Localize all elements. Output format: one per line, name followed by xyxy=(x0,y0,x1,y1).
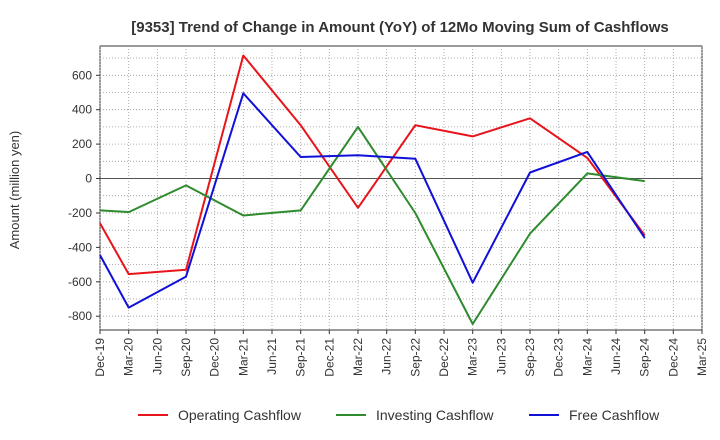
legend: Operating Cashflow Investing Cashflow Free… xyxy=(138,407,660,423)
legend-label: Operating Cashflow xyxy=(178,407,302,423)
x-tick-label: Mar-23 xyxy=(466,338,480,376)
x-tick-label: Jun-22 xyxy=(380,338,394,375)
y-tick-label: -600 xyxy=(68,275,92,289)
x-tick-label: Mar-22 xyxy=(351,338,365,376)
x-tick-label: Jun-24 xyxy=(609,338,623,375)
y-tick-label: -200 xyxy=(68,206,92,220)
grid-vertical xyxy=(99,46,703,330)
x-tick-label: Sep-23 xyxy=(523,338,537,377)
y-tick-label: 0 xyxy=(85,172,92,186)
series-line-operating-cashflow xyxy=(99,54,646,276)
series-group xyxy=(99,54,646,325)
x-tick-label: Jun-21 xyxy=(265,338,279,375)
x-tick-label: Sep-22 xyxy=(408,338,422,377)
x-tick-label: Sep-21 xyxy=(294,338,308,377)
plot-area xyxy=(99,45,703,331)
x-tick-labels: Dec-19 Mar-20 Jun-20 Sep-20 Dec-20 Mar-21 Jun-… xyxy=(93,330,709,377)
x-tick-label: Dec-24 xyxy=(666,338,680,377)
y-tick-label: 200 xyxy=(72,137,92,151)
x-tick-label: Mar-21 xyxy=(236,338,250,376)
x-tick-label: Mar-25 xyxy=(695,338,709,376)
x-tick-label: Dec-21 xyxy=(322,338,336,377)
x-tick-label: Dec-22 xyxy=(437,338,451,377)
y-tick-label: 400 xyxy=(72,103,92,117)
x-tick-label: Jun-20 xyxy=(150,338,164,375)
x-tick-label: Dec-23 xyxy=(552,338,566,377)
y-axis-label: Amount (million yen) xyxy=(7,131,22,250)
y-tick-label: -800 xyxy=(68,309,92,323)
series-line-investing-cashflow xyxy=(99,125,645,325)
chart-title: [9353] Trend of Change in Amount (YoY) o… xyxy=(131,19,669,36)
x-tick-label: Dec-19 xyxy=(93,338,107,377)
y-tick-label: 600 xyxy=(72,68,92,82)
x-tick-label: Mar-20 xyxy=(122,338,136,376)
x-tick-label: Dec-20 xyxy=(208,338,222,377)
x-tick-label: Sep-20 xyxy=(179,338,193,377)
series-line-free-cashflow xyxy=(99,92,646,309)
y-tick-labels: -800 -600 -400 -200 0 200 400 600 xyxy=(68,68,100,323)
x-tick-label: Jun-23 xyxy=(494,338,508,375)
legend-label: Free Cashflow xyxy=(569,407,660,423)
x-tick-label: Mar-24 xyxy=(580,338,594,376)
x-tick-label: Sep-24 xyxy=(638,338,652,377)
y-tick-label: -400 xyxy=(68,240,92,254)
legend-label: Investing Cashflow xyxy=(376,407,494,423)
